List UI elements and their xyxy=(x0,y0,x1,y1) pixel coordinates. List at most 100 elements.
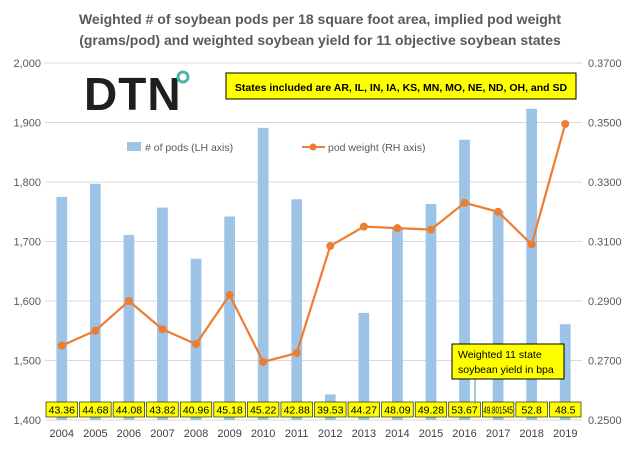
right-axis-tick-label: 0.2500 xyxy=(588,415,622,427)
x-axis-tick-label: 2016 xyxy=(452,428,476,440)
left-axis-tick-label: 1,400 xyxy=(13,415,41,427)
left-axis-tick-label: 1,700 xyxy=(13,237,41,249)
pod-weight-point xyxy=(561,119,570,128)
pod-weight-point xyxy=(192,340,201,349)
x-axis-tick-label: 2010 xyxy=(251,428,275,440)
yield-label-box xyxy=(448,401,481,418)
yield-label: 43.36 xyxy=(49,405,75,417)
yield-label: 39.53 xyxy=(317,405,343,417)
right-axis-tick-label: 0.2700 xyxy=(588,356,622,368)
yield-label: 44.08 xyxy=(116,405,142,417)
pod-weight-point xyxy=(460,198,469,207)
x-axis-tick-label: 2014 xyxy=(385,428,409,440)
yield-label: 42.88 xyxy=(284,405,310,417)
yield-label: 48.09 xyxy=(384,405,410,417)
yield-label-box xyxy=(280,401,313,418)
pod-count-bar xyxy=(392,228,403,420)
pod-weight-point xyxy=(494,207,503,216)
left-axis-tick-label: 1,500 xyxy=(13,356,41,368)
left-axis-tick-label: 2,000 xyxy=(13,58,41,70)
yield-label: 44.68 xyxy=(82,405,108,417)
pod-count-bar xyxy=(559,324,571,420)
yield-label-box xyxy=(247,401,280,418)
x-axis-tick-label: 2011 xyxy=(285,428,309,440)
left-axis-tick-label: 1,800 xyxy=(13,177,41,189)
yield-label: 53.67 xyxy=(451,405,477,417)
yield-label-box xyxy=(79,401,112,418)
pod-weight-point xyxy=(259,357,268,366)
pod-count-bar xyxy=(89,183,101,420)
pod-count-bar xyxy=(492,210,504,420)
x-axis-tick-label: 2019 xyxy=(553,428,577,440)
pod-count-bar xyxy=(157,207,168,420)
bar-series xyxy=(56,108,571,420)
right-axis-tick-label: 0.2900 xyxy=(588,296,622,308)
pod-count-bar xyxy=(257,127,269,420)
yield-label-box xyxy=(213,401,246,418)
x-axis-tick-label: 2017 xyxy=(486,428,510,440)
yield-label: 49.28 xyxy=(418,405,444,417)
x-axis-tick-label: 2009 xyxy=(217,428,241,440)
states-included-text: States included are AR, IL, IN, IA, KS, … xyxy=(235,82,568,94)
right-axis-tick-label: 0.3300 xyxy=(588,177,622,189)
pod-count-bar xyxy=(123,234,135,420)
pod-weight-point xyxy=(124,297,133,305)
legend-bar-swatch xyxy=(127,142,141,151)
pod-weight-point xyxy=(426,225,435,234)
x-axis-tick-label: 2015 xyxy=(419,428,443,440)
pod-count-bar xyxy=(459,139,470,420)
pod-weight-point xyxy=(57,341,66,350)
pod-weight-point xyxy=(326,241,335,250)
yield-label-box xyxy=(549,401,582,418)
pod-weight-point xyxy=(225,291,234,300)
x-axis-tick-label: 2005 xyxy=(83,428,107,440)
yield-label: 52.8 xyxy=(521,405,542,417)
yield-label-box xyxy=(515,401,548,418)
pod-count-bar xyxy=(526,108,538,420)
dtn-logo-dot-icon xyxy=(176,70,190,84)
yield-label: 45.18 xyxy=(216,405,242,417)
chart-title-line-1: Weighted # of soybean pods per 18 square… xyxy=(79,11,561,27)
x-axis-tick-label: 2018 xyxy=(519,428,543,440)
callout-line-1: Weighted 11 state xyxy=(458,349,542,361)
legend-line-marker xyxy=(309,143,317,151)
yield-label-box xyxy=(179,401,213,418)
pod-count-bar xyxy=(358,312,370,420)
yield-label-box xyxy=(146,401,179,418)
legend-bar-label: # of pods (LH axis) xyxy=(145,142,233,154)
legend-line-label: pod weight (RH axis) xyxy=(328,142,425,154)
left-axis-tick-label: 1,600 xyxy=(13,296,41,308)
yield-label-box xyxy=(414,401,448,418)
right-axis-ticks: 0.2500 0.2700 0.2900 0.3100 0.3300 0.3500 0.37… xyxy=(588,58,622,427)
x-axis-tick-label: 2006 xyxy=(117,428,141,440)
x-axis-tick-label: 2008 xyxy=(184,428,208,440)
dtn-logo: DTN xyxy=(84,68,190,120)
yield-label: 44.27 xyxy=(351,405,377,417)
right-axis-tick-label: 0.3500 xyxy=(588,118,622,130)
pod-weight-line xyxy=(61,123,567,364)
right-axis-tick-label: 0.3700 xyxy=(588,58,622,70)
yield-label-box xyxy=(347,401,380,418)
pod-weight-point xyxy=(91,326,100,335)
x-axis-tick-label: 2004 xyxy=(50,428,74,440)
pod-weight-point xyxy=(292,349,301,358)
x-axis-tick-label: 2013 xyxy=(352,428,376,440)
states-included-box: States included are AR, IL, IN, IA, KS, … xyxy=(225,72,577,100)
pod-count-bar xyxy=(56,196,68,420)
yield-label-box xyxy=(112,401,145,418)
pod-count-bar xyxy=(224,216,235,420)
yield-label: 48.5 xyxy=(555,405,576,417)
yield-label: 40.96 xyxy=(183,405,209,417)
dtn-logo-text: DTN xyxy=(84,68,182,120)
pod-weight-point xyxy=(393,224,402,233)
x-axis-tick-label: 2012 xyxy=(318,428,342,440)
yield-label-box xyxy=(381,401,414,418)
yield-label-box xyxy=(314,401,347,418)
yield-label-box xyxy=(45,401,78,418)
x-axis-tick-label: 2007 xyxy=(150,428,174,440)
pod-count-bar xyxy=(291,199,303,420)
yield-label: 43.82 xyxy=(149,405,175,417)
pod-weight-point xyxy=(158,325,167,334)
right-axis-tick-label: 0.3100 xyxy=(588,237,622,249)
